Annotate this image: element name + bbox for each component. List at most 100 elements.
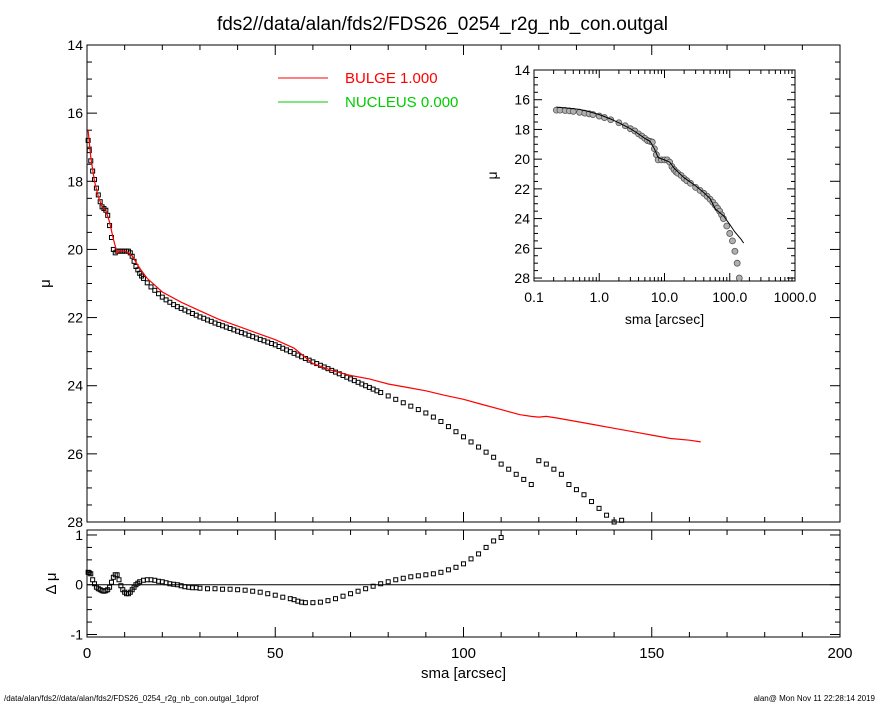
data-point: [140, 275, 146, 281]
x-tick-label: 0: [83, 645, 91, 662]
inset-plot: 14 16 18 20 22 24 26 28 0.1 1.0 10.0 100.0 1000.0 sma…: [484, 62, 817, 327]
resid-y-tick-label: -1: [71, 627, 84, 643]
residual-plot: -1 0 1 0 50 100 150 200 sma [arcsec] Δ μ: [43, 527, 853, 682]
data-point: [159, 294, 165, 300]
residual-point: [468, 556, 474, 562]
inset-x-axis-label: sma [arcsec]: [625, 311, 704, 327]
x-tick-label: 50: [267, 645, 284, 662]
residual-point: [385, 579, 391, 585]
data-point: [86, 148, 92, 154]
data-point: [536, 458, 542, 464]
residual-point: [453, 564, 459, 570]
residual-point: [332, 596, 338, 602]
legend: BULGE 1.000 NUCLEUS 0.000: [278, 70, 458, 111]
bulge-model-line: [87, 130, 701, 443]
data-point: [378, 390, 384, 396]
residual-point: [491, 538, 497, 544]
inset-y-tick-label: 18: [514, 121, 530, 137]
residual-point: [265, 591, 271, 597]
residual-point: [114, 572, 120, 578]
inset-data-point: [735, 274, 743, 282]
data-point: [604, 512, 610, 518]
residual-point: [227, 586, 233, 592]
residual-point: [272, 592, 278, 598]
data-point: [506, 466, 512, 472]
data-point: [521, 476, 527, 482]
residual-point: [415, 573, 421, 579]
legend-label: BULGE 1.000: [345, 70, 438, 87]
data-point: [423, 410, 429, 416]
residual-point: [197, 585, 203, 591]
data-point: [148, 284, 154, 290]
residual-point: [340, 593, 346, 599]
x-axis-label: sma [arcsec]: [421, 665, 506, 682]
data-point: [483, 449, 489, 455]
x-tick-label: 150: [639, 645, 664, 662]
resid-y-tick-label: 0: [75, 577, 83, 593]
data-point: [558, 471, 564, 477]
inset-y-tick-label: 20: [514, 151, 530, 167]
chart-title: fds2//data/alan/fds2/FDS26_0254_r2g_nb_c…: [216, 14, 669, 35]
data-point: [408, 403, 414, 409]
inset-y-tick-label: 22: [514, 181, 530, 197]
data-point: [543, 461, 549, 467]
residual-point: [378, 581, 384, 587]
residual-point: [325, 598, 331, 604]
residual-point: [445, 567, 451, 573]
data-point: [156, 291, 162, 297]
data-point: [566, 482, 572, 488]
legend-label: NUCLEUS 0.000: [345, 94, 458, 111]
y-tick-label: 14: [67, 37, 83, 53]
inset-y-tick-label: 28: [514, 270, 530, 286]
inset-data-point: [729, 237, 736, 245]
residual-point: [370, 583, 376, 589]
data-point: [528, 482, 534, 488]
residual-point: [430, 571, 436, 577]
inset-x-tick-label: 1.0: [590, 289, 610, 305]
inset-data-point: [733, 259, 741, 267]
residual-point: [88, 571, 94, 577]
residual-point: [250, 588, 256, 594]
data-point: [415, 407, 421, 413]
data-point: [596, 505, 602, 511]
data-point: [152, 287, 158, 293]
data-point: [498, 461, 504, 467]
residual-point: [423, 572, 429, 578]
residual-point: [204, 586, 210, 592]
residual-point: [498, 534, 504, 540]
data-point: [611, 519, 617, 525]
residual-point: [355, 588, 361, 594]
y-tick-label: 22: [67, 310, 83, 326]
data-point: [476, 444, 482, 450]
residual-point: [116, 577, 122, 583]
resid-y-tick-label: 1: [75, 527, 83, 543]
residual-point: [107, 584, 113, 590]
residual-point: [235, 587, 241, 593]
inset-data-point: [723, 222, 731, 230]
residual-point: [483, 544, 489, 550]
residual-point: [408, 574, 414, 580]
inset-y-axis-label: μ: [484, 171, 500, 179]
data-point: [438, 418, 444, 424]
inset-x-tick-label: 0.1: [524, 289, 544, 305]
residual-point: [400, 575, 406, 581]
data-point: [144, 280, 150, 286]
data-point: [468, 439, 474, 445]
inset-frame: [533, 69, 796, 282]
residual-point: [393, 577, 399, 583]
data-point: [430, 414, 436, 420]
inset-x-tick-label: 100.0: [712, 289, 747, 305]
data-point: [573, 487, 579, 493]
data-point: [445, 424, 451, 430]
residual-point: [90, 577, 96, 583]
y-axis-label: μ: [37, 279, 54, 288]
footer-right: alan@ Mon Nov 11 22:28:14 2019: [753, 694, 875, 703]
data-point: [97, 199, 103, 205]
inset-model-line: [556, 106, 745, 244]
data-point: [513, 471, 519, 477]
data-point: [400, 400, 406, 406]
residual-point: [242, 587, 248, 593]
data-point: [129, 253, 135, 259]
residual-point: [108, 579, 114, 585]
residual-frame: [86, 529, 841, 638]
